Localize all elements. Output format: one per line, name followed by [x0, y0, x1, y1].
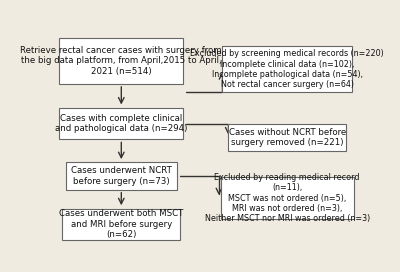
FancyBboxPatch shape — [59, 108, 183, 140]
Text: Cases with complete clinical
and pathological data (n=294): Cases with complete clinical and patholo… — [55, 114, 188, 134]
Text: Excluded by screening medical records (n=220)
Incomplete clinical data (n=102),
: Excluded by screening medical records (n… — [190, 49, 384, 89]
Text: Cases underwent NCRT
before surgery (n=73): Cases underwent NCRT before surgery (n=7… — [71, 166, 172, 186]
Text: Excluded by reading medical record
(n=11),
MSCT was not ordered (n=5),
MRI was n: Excluded by reading medical record (n=11… — [204, 173, 370, 223]
FancyBboxPatch shape — [222, 46, 352, 92]
FancyBboxPatch shape — [66, 162, 177, 190]
FancyBboxPatch shape — [62, 209, 180, 240]
FancyBboxPatch shape — [59, 38, 183, 84]
Text: Retrieve rectal cancer cases with surgery from
the big data platform, from April: Retrieve rectal cancer cases with surger… — [20, 46, 222, 76]
Text: Cases underwent both MSCT
and MRI before surgery
(n=62): Cases underwent both MSCT and MRI before… — [59, 209, 184, 239]
Text: Cases without NCRT before
surgery removed (n=221): Cases without NCRT before surgery remove… — [228, 128, 346, 147]
FancyBboxPatch shape — [220, 177, 354, 219]
FancyBboxPatch shape — [228, 124, 346, 151]
